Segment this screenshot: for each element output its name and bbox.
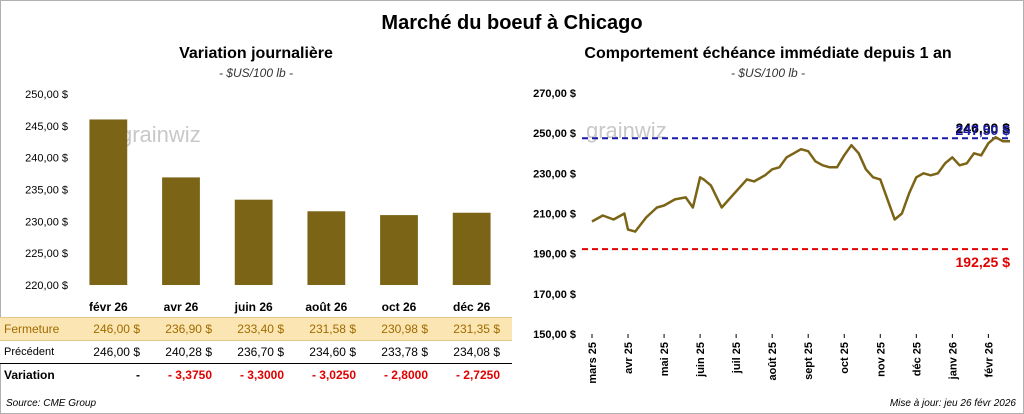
y-tick-label: 235,00 $ — [25, 185, 68, 197]
watermark: grainwiz — [586, 118, 667, 143]
x-tick-label: mars 25 — [587, 342, 599, 384]
variation-row: Variation - - 3,3750 - 3,3000 - 3,0250 -… — [0, 363, 512, 386]
fermeture-cell: 230,98 $ — [368, 317, 440, 341]
x-tick-label: juin 25 — [695, 342, 707, 378]
variation-cell: - 3,3000 — [224, 363, 296, 386]
x-tick-label: avr 25 — [623, 342, 635, 374]
y-tick-label: 170,00 $ — [533, 289, 576, 301]
y-tick-label: 240,00 $ — [25, 153, 68, 165]
precedent-cell: 234,60 $ — [296, 340, 368, 364]
x-tick-label: oct 25 — [839, 342, 851, 374]
page-title: Marché du boeuf à Chicago — [381, 12, 643, 34]
y-tick-label: 225,00 $ — [25, 248, 68, 260]
x-tick-label: mai 25 — [659, 342, 671, 376]
y-tick-label: 220,00 $ — [25, 280, 68, 292]
fermeture-cell: 231,58 $ — [296, 317, 368, 341]
variation-cell: - 2,7250 — [440, 363, 512, 386]
fermeture-cell: 236,90 $ — [152, 317, 224, 341]
left-chart-subtitle: - $US/100 lb - — [218, 66, 294, 80]
y-tick-label: 190,00 $ — [533, 249, 576, 261]
variation-cell: - 3,0250 — [296, 363, 368, 386]
x-tick-label: oct 26 — [382, 300, 417, 314]
fermeture-label: Fermeture — [0, 317, 80, 341]
x-tick-label: déc 25 — [911, 342, 923, 376]
bar — [89, 119, 128, 285]
y-tick-label: 210,00 $ — [533, 209, 576, 221]
update-note: Mise à jour: jeu 26 févr 2026 — [889, 398, 1016, 409]
right-chart-title: Comportement échéance immédiate depuis 1… — [584, 45, 952, 62]
precedent-cell: 233,78 $ — [368, 340, 440, 364]
x-tick-label: sept 25 — [803, 342, 815, 380]
precedent-cell: 234,08 $ — [440, 340, 512, 364]
y-tick-label: 230,00 $ — [533, 168, 576, 180]
x-tick-label: août 26 — [305, 300, 347, 314]
line-chart: 150,00 $ 170,00 $ 190,00 $ 210,00 $ 230,00 $… — [533, 88, 1011, 384]
source-note: Source: CME Group — [6, 398, 97, 409]
y-tick-label: 245,00 $ — [25, 121, 68, 133]
bar — [380, 215, 418, 285]
fermeture-row: Fermeture 246,00 $ 236,90 $ 233,40 $ 231… — [0, 317, 512, 341]
precedent-cell: 246,00 $ — [80, 340, 152, 364]
x-tick-label: janv 26 — [947, 342, 959, 380]
watermark: grainwiz — [120, 122, 201, 147]
bar — [162, 177, 200, 285]
bar — [307, 211, 346, 285]
precedent-cell: 236,70 $ — [224, 340, 296, 364]
y-tick-label: 250,00 $ — [533, 128, 576, 140]
x-tick-label: déc 26 — [453, 300, 491, 314]
x-tick-label: août 25 — [767, 342, 779, 381]
left-chart-title: Variation journalière — [179, 45, 333, 62]
x-tick-label: juil 25 — [731, 342, 743, 374]
variation-label: Variation — [0, 363, 80, 386]
price-table: Fermeture 246,00 $ 236,90 $ 233,40 $ 231… — [0, 317, 512, 386]
bar — [234, 199, 273, 285]
x-tick-label: nov 25 — [875, 342, 887, 377]
fermeture-cell: 231,35 $ — [440, 317, 512, 341]
high-value-label: 247,50 $ — [956, 122, 1011, 138]
precedent-cell: 240,28 $ — [152, 340, 224, 364]
y-tick-label: 230,00 $ — [25, 216, 68, 228]
fermeture-cell: 246,00 $ — [80, 317, 152, 341]
fermeture-cell: 233,40 $ — [224, 317, 296, 341]
bar — [452, 212, 491, 285]
y-tick-label: 150,00 $ — [533, 329, 576, 341]
bar-chart: 220,00 $ 225,00 $ 230,00 $ 235,00 $ 240,00 $… — [25, 89, 491, 314]
x-tick-label: févr 26 — [983, 342, 995, 377]
variation-cell: - 3,3750 — [152, 363, 224, 386]
variation-cell: - 2,8000 — [368, 363, 440, 386]
y-tick-label: 270,00 $ — [533, 88, 576, 100]
x-tick-label: févr 26 — [89, 300, 128, 314]
right-chart-subtitle: - $US/100 lb - — [730, 66, 806, 80]
precedent-label: Précédent — [0, 340, 80, 364]
low-value-label: 192,25 $ — [956, 254, 1011, 270]
last-value-label: 246,00 $ — [956, 120, 1011, 136]
y-tick-label: 250,00 $ — [25, 89, 68, 101]
price-line — [591, 135, 1010, 233]
variation-cell: - — [80, 363, 152, 386]
x-tick-label: avr 26 — [164, 300, 199, 314]
x-tick-label: juin 26 — [234, 300, 273, 314]
precedent-row: Précédent 246,00 $ 240,28 $ 236,70 $ 234… — [0, 340, 512, 364]
